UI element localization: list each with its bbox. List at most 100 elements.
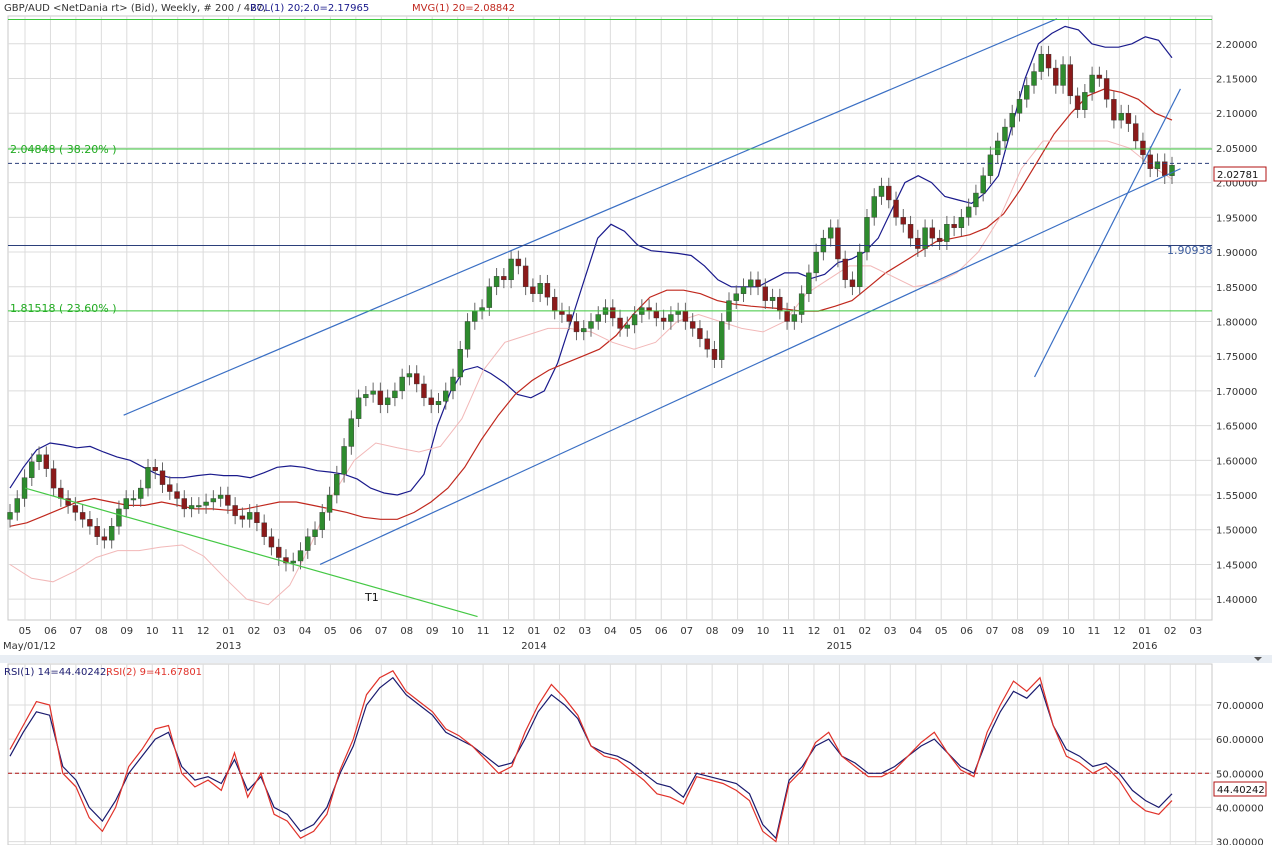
candle-body bbox=[893, 199, 899, 218]
candle-body bbox=[929, 227, 936, 239]
horizontal-levels-layer[interactable] bbox=[8, 18, 1212, 312]
candle-body bbox=[65, 498, 71, 506]
candle-body bbox=[210, 498, 217, 503]
candle-body bbox=[617, 317, 623, 329]
month-tick-label: 06 bbox=[655, 626, 668, 637]
price-tick-label: 1.85000 bbox=[1216, 283, 1257, 294]
candle-body bbox=[145, 467, 151, 489]
price-tick-label: 1.55000 bbox=[1216, 491, 1257, 502]
month-tick-label: 10 bbox=[451, 626, 464, 637]
candle-body bbox=[806, 272, 812, 294]
month-tick-label: 02 bbox=[553, 626, 566, 637]
candle-body bbox=[653, 310, 660, 319]
candle-body bbox=[508, 258, 514, 281]
price-tick-label: 1.90000 bbox=[1216, 248, 1257, 259]
month-tick-label: 06 bbox=[960, 626, 973, 637]
candle-body bbox=[624, 324, 631, 329]
candle-body bbox=[50, 468, 57, 489]
month-tick-label: 07 bbox=[70, 626, 83, 637]
expand-triangle-icon[interactable] bbox=[1254, 657, 1262, 661]
candle-body bbox=[719, 321, 725, 360]
candle-body bbox=[355, 397, 362, 419]
month-tick-label: 06 bbox=[44, 626, 57, 637]
candle-body bbox=[246, 512, 253, 520]
trendlines-layer[interactable] bbox=[24, 18, 1181, 618]
chart-header-ma: MVG(1) 20=2.08842 bbox=[412, 3, 515, 14]
candle-body bbox=[450, 376, 456, 392]
price-tick-label: 2.10000 bbox=[1216, 109, 1257, 120]
fib-236-label: 1.81518 ( 23.60% ) bbox=[10, 302, 117, 315]
month-tick-label: 08 bbox=[400, 626, 413, 637]
candle-body bbox=[108, 526, 115, 541]
candle-body bbox=[871, 196, 877, 218]
candle-body bbox=[610, 307, 616, 319]
year-tick-label: 2014 bbox=[521, 641, 546, 652]
rsi-tick-label: 50.00000 bbox=[1216, 769, 1264, 780]
candle-body bbox=[29, 461, 35, 478]
candle-body bbox=[1074, 95, 1081, 110]
candle-body bbox=[515, 258, 522, 267]
rsi-tick-label: 40.00000 bbox=[1216, 803, 1264, 814]
month-tick-label: 09 bbox=[426, 626, 439, 637]
rsi-current-label: 44.40242 bbox=[1217, 785, 1265, 796]
candle-body bbox=[399, 376, 405, 392]
candle-body bbox=[1067, 64, 1074, 97]
price-tick-label: 1.50000 bbox=[1216, 526, 1257, 537]
month-tick-label: 11 bbox=[782, 626, 795, 637]
month-tick-label: 10 bbox=[757, 626, 770, 637]
month-tick-label: 05 bbox=[19, 626, 32, 637]
candle-body bbox=[1154, 161, 1161, 169]
candle-body bbox=[290, 560, 296, 564]
candle-body bbox=[1060, 64, 1066, 86]
candle-body bbox=[392, 390, 398, 399]
candle-body bbox=[348, 418, 355, 447]
candle-body bbox=[777, 296, 783, 312]
candle-body bbox=[435, 401, 442, 405]
candle-body bbox=[798, 293, 805, 315]
candle-body bbox=[138, 487, 144, 499]
candle-body bbox=[951, 224, 957, 228]
candles-layer bbox=[7, 45, 1175, 572]
candle-body bbox=[1111, 99, 1117, 121]
candle-body bbox=[36, 454, 42, 462]
candle-body bbox=[551, 296, 558, 312]
price-tick-label: 1.65000 bbox=[1216, 422, 1257, 433]
candle-body bbox=[276, 546, 282, 558]
candle-body bbox=[297, 550, 304, 562]
month-tick-label: 07 bbox=[986, 626, 999, 637]
month-tick-label: 01 bbox=[222, 626, 235, 637]
candle-body bbox=[1031, 71, 1037, 86]
candle-body bbox=[784, 310, 790, 322]
month-tick-label: 03 bbox=[579, 626, 592, 637]
candle-body bbox=[987, 154, 994, 176]
candle-body bbox=[566, 314, 572, 322]
candle-body bbox=[7, 512, 13, 520]
month-tick-label: 12 bbox=[1113, 626, 1126, 637]
current-price-box bbox=[1213, 166, 1267, 182]
candle-body bbox=[689, 321, 696, 329]
candle-body bbox=[72, 505, 79, 513]
month-tick-label: 04 bbox=[909, 626, 922, 637]
fib-382-label: 2.04848 ( 38.20% ) bbox=[10, 143, 117, 156]
candle-body bbox=[501, 276, 507, 281]
candle-body bbox=[762, 286, 768, 301]
candle-body bbox=[159, 470, 166, 485]
month-tick-label: 11 bbox=[1088, 626, 1101, 637]
moving-average-line bbox=[9, 88, 1173, 527]
t1-annotation: T1 bbox=[364, 591, 379, 604]
panel-separator[interactable] bbox=[0, 655, 1272, 663]
rsi-tick-label: 30.00000 bbox=[1216, 838, 1264, 845]
candle-body bbox=[827, 227, 834, 239]
candle-body bbox=[428, 397, 434, 405]
candle-body bbox=[174, 491, 180, 499]
candle-body bbox=[595, 314, 601, 322]
candle-body bbox=[1053, 67, 1059, 86]
rsi-tick-label: 70.00000 bbox=[1216, 701, 1264, 712]
candle-body bbox=[958, 217, 965, 228]
candle-body bbox=[900, 217, 906, 225]
month-tick-label: 04 bbox=[299, 626, 312, 637]
blue-level-label: 1.90938 bbox=[1167, 244, 1213, 257]
rsi-tick-label: 60.00000 bbox=[1216, 735, 1264, 746]
candle-body bbox=[682, 310, 689, 322]
current-price-label: 2.02781 bbox=[1217, 170, 1258, 181]
